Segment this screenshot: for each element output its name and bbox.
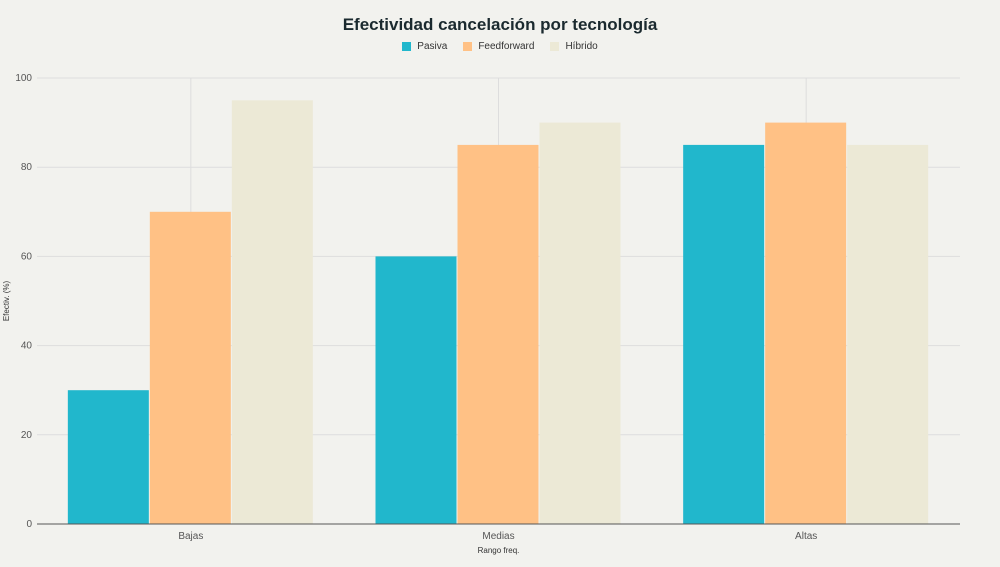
bar-pasiva-altas[interactable] xyxy=(683,144,765,524)
chart-legend: Pasiva Feedforward Híbrido xyxy=(0,41,1000,52)
legend-label: Híbrido xyxy=(565,41,598,52)
x-tick-label: Bajas xyxy=(178,531,203,542)
legend-item-1[interactable]: Feedforward xyxy=(463,41,534,52)
x-tick-label: Medias xyxy=(482,531,514,542)
legend-swatch xyxy=(550,42,560,51)
legend-item-2[interactable]: Híbrido xyxy=(550,41,598,52)
bar-feedforward-bajas[interactable] xyxy=(149,211,231,525)
x-tick-label: Altas xyxy=(795,531,817,542)
legend-swatch xyxy=(402,42,412,51)
legend-swatch xyxy=(463,42,473,51)
legend-item-0[interactable]: Pasiva xyxy=(402,41,447,52)
bar-pasiva-bajas[interactable] xyxy=(67,390,149,524)
x-axis-title: Rango freq. xyxy=(478,546,520,555)
legend-label: Feedforward xyxy=(478,41,535,52)
y-tick-label: 0 xyxy=(26,519,32,530)
bar-pasiva-medias[interactable] xyxy=(375,256,457,524)
y-tick-label: 60 xyxy=(21,251,33,262)
y-axis-title: Efectiv. (%) xyxy=(2,281,11,322)
bar-híbrido-altas[interactable] xyxy=(847,144,929,524)
bar-híbrido-bajas[interactable] xyxy=(231,100,313,525)
legend-label: Pasiva xyxy=(417,41,448,52)
bar-feedforward-medias[interactable] xyxy=(457,144,539,524)
chart-title: Efectividad cancelación por tecnología xyxy=(342,15,658,34)
y-tick-label: 100 xyxy=(15,73,32,84)
y-tick-label: 20 xyxy=(21,430,33,441)
y-tick-label: 40 xyxy=(21,341,33,352)
bar-híbrido-medias[interactable] xyxy=(539,122,621,524)
bar-feedforward-altas[interactable] xyxy=(765,122,847,524)
y-tick-label: 80 xyxy=(21,162,33,173)
